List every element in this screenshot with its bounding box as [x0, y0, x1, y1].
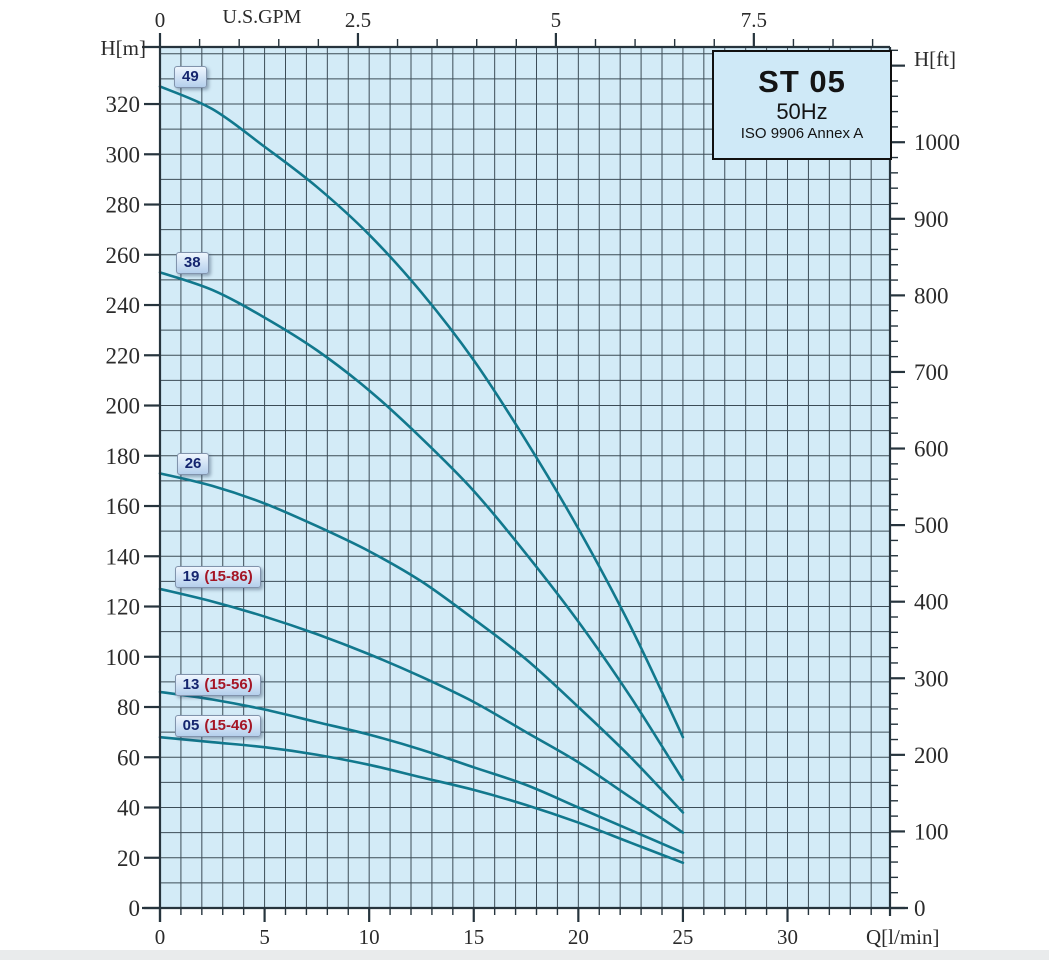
top-axis-unit-label: U.S.GPM: [222, 6, 302, 28]
bottom-axis-tick-label: 25: [672, 925, 693, 949]
left-axis-tick-label: 240: [106, 293, 141, 318]
curve-label-13: 13 (15-56): [174, 674, 261, 697]
title-model: ST 05: [758, 63, 846, 99]
curve-label-number: 26: [184, 455, 202, 473]
title-standard: ISO 9906 Annex A: [740, 124, 864, 142]
curve-label-code: (15-86): [204, 568, 253, 586]
left-axis-tick-label: 0: [129, 896, 141, 921]
right-axis-unit-label: H[ft]: [914, 47, 956, 71]
curve-38: [158, 271, 685, 782]
bottom-axis-tick-label: 5: [259, 925, 270, 949]
curve-label-05: 05 (15-46): [174, 714, 261, 737]
left-axis-tick-label: 60: [117, 745, 140, 770]
left-axis-tick-label: 80: [117, 695, 140, 720]
bottom-axis-tick-label: 30: [777, 925, 798, 949]
top-axis-tick-label: 2.5: [345, 8, 371, 32]
bottom-axis-tick-label: 0: [155, 925, 166, 949]
curve-26: [158, 472, 685, 814]
curve-13: [158, 690, 685, 855]
title-frequency: 50Hz: [776, 98, 828, 124]
left-axis-tick-label: 100: [106, 645, 141, 670]
right-axis-tick-label: 1000: [914, 130, 960, 155]
right-axis-tick-label: 400: [914, 590, 949, 615]
curve-19: [158, 587, 685, 834]
curve-label-number: 13: [182, 676, 200, 694]
bottom-axis-tick-label: 10: [359, 925, 380, 949]
curve-label-code: (15-56): [204, 676, 253, 694]
left-axis-tick-label: 220: [106, 343, 141, 368]
curve-label-number: 49: [182, 68, 199, 86]
left-axis-tick-label: 120: [106, 595, 141, 620]
curve-label-number: 38: [183, 254, 201, 272]
right-axis-tick-label: 600: [914, 437, 949, 462]
title-box: ST 05 50Hz ISO 9906 Annex A: [712, 50, 892, 160]
left-axis-tick-label: 300: [106, 142, 141, 167]
curve-label-code: (15-46): [204, 716, 253, 734]
right-axis-tick-label: 100: [914, 819, 949, 844]
right-axis-tick-label: 500: [914, 513, 949, 538]
page-footer-strip: [0, 950, 1049, 960]
left-axis-tick-label: 200: [106, 394, 141, 419]
top-axis-tick-label: 7.5: [741, 8, 767, 32]
bottom-axis-unit-label: Q[l/min]: [866, 925, 940, 949]
left-axis-unit-label: H[m]: [100, 36, 147, 60]
top-axis-tick-label: 5: [551, 8, 562, 32]
curve-label-38: 38: [175, 252, 209, 275]
left-axis-tick-label: 280: [106, 193, 141, 218]
right-axis-tick-label: 700: [914, 360, 949, 385]
left-axis-tick-label: 180: [106, 444, 141, 469]
left-axis-tick-label: 140: [106, 544, 141, 569]
curve-49: [158, 85, 685, 739]
left-axis-tick-label: 320: [106, 92, 141, 117]
right-axis-tick-label: 900: [914, 207, 949, 232]
left-axis-tick-label: 160: [106, 494, 141, 519]
left-axis-tick-label: 260: [106, 243, 141, 268]
plot-background: [160, 47, 890, 908]
left-axis-tick-label: 40: [117, 796, 140, 821]
curve-label-number: 05: [182, 716, 200, 734]
curve-label-26: 26: [176, 453, 210, 476]
bottom-axis-tick-label: 15: [463, 925, 484, 949]
curve-label-49: 49: [174, 66, 207, 89]
right-axis-tick-label: 200: [914, 743, 949, 768]
curve-label-19: 19 (15-86): [174, 566, 261, 589]
right-axis-tick-label: 0: [914, 896, 926, 921]
top-axis-tick-label: 0: [155, 8, 166, 32]
right-axis-tick-label: 300: [914, 666, 949, 691]
curve-05: [158, 735, 685, 865]
bottom-axis-tick-label: 20: [568, 925, 589, 949]
right-axis-tick-label: 800: [914, 283, 949, 308]
curve-label-number: 19: [182, 568, 200, 586]
left-axis-tick-label: 20: [117, 846, 140, 871]
